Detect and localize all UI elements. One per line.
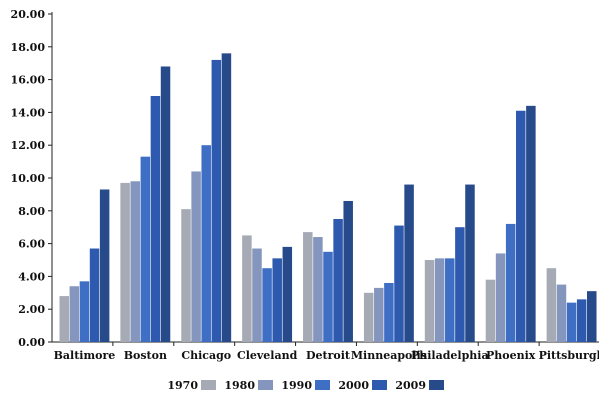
y-tick-label: 8.00 xyxy=(18,205,45,218)
bar-cleveland-1980 xyxy=(252,248,262,342)
bar-boston-2000 xyxy=(150,96,161,342)
bar-baltimore-2000 xyxy=(89,248,100,342)
y-tick-label: 10.00 xyxy=(11,172,46,185)
legend-label-2009: 2009 xyxy=(395,379,426,392)
x-tick-label: Phoenix xyxy=(486,349,536,362)
bar-baltimore-2009 xyxy=(99,189,110,342)
bar-minneapolis-1990 xyxy=(384,282,394,342)
bar-philadelphia-2000 xyxy=(455,227,465,342)
x-tick-label: Minneapolis xyxy=(351,349,427,362)
bar-cleveland-2009 xyxy=(282,246,293,342)
bar-phoenix-1980 xyxy=(495,253,506,342)
bar-boston-2009 xyxy=(160,66,171,342)
y-tick-label: 16.00 xyxy=(11,74,46,87)
legend-label-1980: 1980 xyxy=(224,379,255,392)
bar-baltimore-1980 xyxy=(69,286,80,342)
bar-pittsburgh-1980 xyxy=(556,284,567,342)
bar-detroit-2000 xyxy=(333,219,343,342)
bar-chicago-1970 xyxy=(181,209,191,342)
bar-minneapolis-1970 xyxy=(363,292,374,342)
legend-label-2000: 2000 xyxy=(338,379,369,392)
y-tick-label: 14.00 xyxy=(11,106,46,119)
bar-chicago-2009 xyxy=(221,53,232,343)
legend-swatch-2000 xyxy=(372,380,387,390)
y-tick-label: 18.00 xyxy=(11,41,46,54)
legend-swatch-1990 xyxy=(315,380,330,390)
bar-philadelphia-2009 xyxy=(465,184,475,342)
bar-baltimore-1970 xyxy=(59,296,69,342)
x-tick-label: Baltimore xyxy=(54,349,116,362)
y-tick-label: 4.00 xyxy=(18,270,45,283)
bar-cleveland-1990 xyxy=(262,268,272,342)
x-tick-label: Pittsburgh xyxy=(539,349,599,362)
y-tick-label: 20.00 xyxy=(11,8,46,21)
bar-detroit-1970 xyxy=(303,232,313,342)
legend: 1970 1980 1990 2000 2009 xyxy=(167,379,444,392)
bar-philadelphia-1990 xyxy=(445,258,455,342)
legend-label-1970: 1970 xyxy=(167,379,198,392)
bar-minneapolis-2009 xyxy=(404,184,414,342)
bar-minneapolis-1980 xyxy=(374,287,384,342)
bar-detroit-2009 xyxy=(343,200,353,342)
bar-minneapolis-2000 xyxy=(394,225,404,342)
legend-swatch-1970 xyxy=(201,380,216,390)
legend-label-1990: 1990 xyxy=(281,379,312,392)
bar-cleveland-2000 xyxy=(272,258,282,342)
bar-boston-1980 xyxy=(130,181,140,342)
bar-pittsburgh-2009 xyxy=(587,291,597,342)
legend-swatch-1980 xyxy=(258,380,273,390)
x-tick-label: Cleveland xyxy=(237,349,298,362)
bar-chicago-2000 xyxy=(211,59,222,343)
bar-chicago-1990 xyxy=(201,145,211,342)
x-tick-label: Detroit xyxy=(306,349,351,362)
bar-detroit-1990 xyxy=(323,251,333,342)
bar-philadelphia-1970 xyxy=(424,260,435,342)
bar-chicago-1980 xyxy=(191,171,201,342)
bar-phoenix-1990 xyxy=(505,223,516,342)
bar-baltimore-1990 xyxy=(79,281,90,342)
legend-swatch-2009 xyxy=(429,380,444,390)
y-tick-label: 6.00 xyxy=(18,238,45,251)
bar-detroit-1980 xyxy=(313,237,323,342)
bar-philadelphia-1980 xyxy=(434,258,445,342)
y-tick-label: 2.00 xyxy=(18,303,45,316)
bar-phoenix-2000 xyxy=(516,110,526,342)
bar-phoenix-1970 xyxy=(485,279,496,342)
y-tick-label: 0.00 xyxy=(18,336,45,349)
x-tick-label: Boston xyxy=(124,349,167,362)
bar-cleveland-1970 xyxy=(242,235,252,342)
x-tick-label: Philadelphia xyxy=(411,349,489,362)
bar-pittsburgh-1990 xyxy=(566,302,577,342)
bar-pittsburgh-1970 xyxy=(546,268,557,342)
axis-labels: 0.00 2.00 4.00 6.00 8.00 10.00 12.00 14.00 16.00… xyxy=(11,8,599,362)
bars xyxy=(59,53,597,343)
y-tick-label: 12.00 xyxy=(11,139,46,152)
bar-boston-1970 xyxy=(120,182,130,342)
bar-boston-1990 xyxy=(140,156,151,342)
bar-phoenix-2009 xyxy=(526,105,536,342)
x-tick-label: Chicago xyxy=(181,349,231,362)
bar-pittsburgh-2000 xyxy=(576,299,587,342)
